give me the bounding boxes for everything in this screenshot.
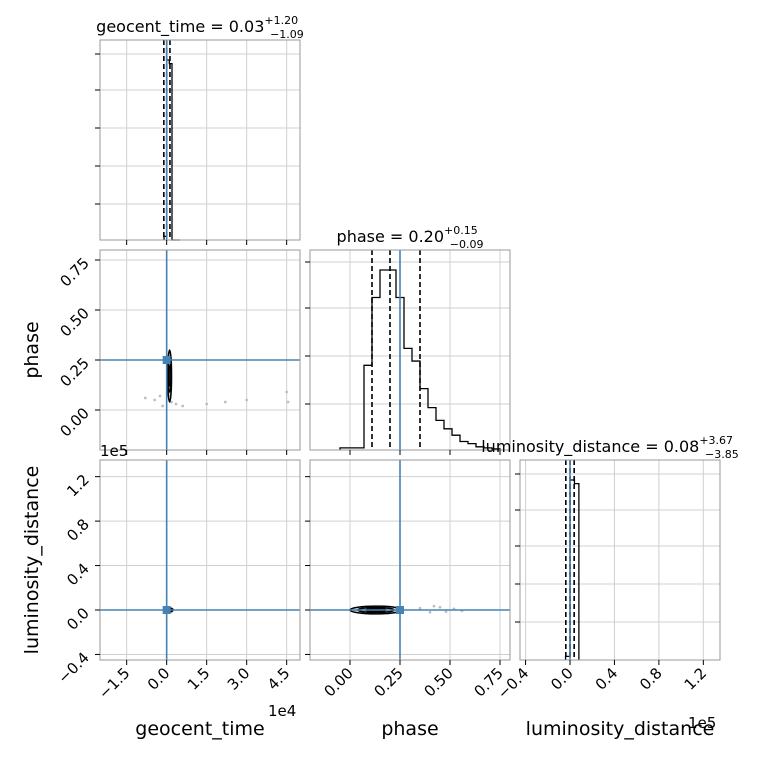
xtick-label-luminosity_distance-3: 0.8: [636, 664, 666, 694]
xtick-label-phase-1: 0.25: [370, 664, 406, 700]
sample-point-1: [153, 398, 157, 402]
xtick-label-luminosity_distance-1: 0.0: [547, 664, 577, 694]
sample-point-0: [143, 396, 147, 400]
panel-geocent-time-hist: geocent_time = 0.03+1.20 −1.09: [96, 14, 304, 241]
sample-point-8: [223, 400, 227, 404]
sample-point-2: [438, 605, 442, 609]
sample-point-3: [161, 404, 165, 408]
sample-point-10: [285, 390, 289, 394]
scatter-ld-vs-geocent-time: [100, 460, 300, 660]
ytick-label-phase-0: 0.00: [56, 404, 92, 440]
grid-geocent-time-hist: [100, 40, 300, 240]
hist-geocent-time: [163, 40, 180, 241]
title-phase: phase = 0.20+0.15 −0.09: [337, 224, 484, 251]
ytick-label-phase-2: 0.50: [56, 304, 92, 340]
frame-ld-vs-geocent-time: [99, 459, 301, 661]
frame-phase-hist: [309, 249, 511, 451]
sample-point-4: [170, 400, 173, 404]
sample-point-2: [158, 394, 162, 398]
sample-point-6: [181, 404, 185, 408]
ytick-label-luminosity_distance-2: 0.4: [63, 560, 93, 590]
truth-marker: [162, 356, 171, 364]
frame-phase-vs-geocent-time: [99, 249, 301, 451]
ytick-label-phase-1: 0.25: [56, 354, 92, 390]
ytick-label-luminosity_distance-3: 0.8: [63, 515, 93, 545]
xtick-label-luminosity_distance-2: 0.4: [592, 664, 622, 694]
sample-point-0: [418, 606, 422, 610]
truth-marker: [162, 606, 171, 614]
panel-phase-vs-geocent-time: [99, 249, 301, 451]
sample-point-5: [174, 402, 178, 406]
plot-area-luminosity_distance_vs_phase: [310, 460, 510, 660]
xtick-label-geocent_time-2: 1.5: [184, 664, 214, 694]
offset-geocent-time: 1e4: [268, 702, 296, 720]
offset-luminosity-distance-y: 1e5: [100, 442, 128, 460]
scatter-ld-vs-phase: [310, 460, 510, 660]
grid-ld-vs-geocent-time: [100, 460, 300, 660]
offset-luminosity-distance-x: 1e5: [688, 714, 716, 732]
panel-ld-vs-geocent-time: [99, 459, 301, 661]
sample-point-1: [428, 610, 432, 614]
grid-phase-hist: [310, 250, 510, 450]
title-geocent-time: geocent_time = 0.03+1.20 −1.09: [96, 14, 304, 41]
sample-point-9: [245, 398, 249, 402]
grid-ld-hist: [520, 460, 720, 660]
scatter-phase-vs-geocent-time: [100, 250, 300, 450]
grid-phase-vs-geocent-time: [100, 250, 300, 450]
sample-point-3: [444, 610, 448, 614]
xtick-label-geocent_time-1: 0.0: [144, 664, 174, 694]
xtick-label-geocent_time-3: 3.0: [224, 664, 254, 694]
ylabel-phase: phase: [21, 321, 43, 378]
panel-ld-vs-phase: [309, 459, 511, 661]
sample-point-11: [286, 400, 290, 404]
grid-ld-vs-phase: [310, 460, 510, 660]
frame-ld-vs-phase: [309, 459, 511, 661]
frame-ld-hist: [519, 459, 721, 661]
ylabel-luminosity-distance: luminosity_distance: [21, 466, 43, 655]
panel-ld-hist: luminosity_distance = 0.08+3.67 −3.85: [481, 434, 739, 661]
plot-area-luminosity_distance_vs_geocent_time: [100, 460, 300, 660]
hist-outline-luminosity_distance: [564, 479, 580, 660]
truth-marker: [396, 606, 404, 614]
frame-geocent-time-hist: [99, 39, 301, 241]
xtick-label-phase-0: 0.00: [320, 664, 356, 700]
hist-luminosity-distance: [564, 460, 580, 660]
xtick-label-geocent_time-0: −1.5: [95, 664, 133, 702]
title-luminosity-distance: luminosity_distance = 0.08+3.67 −3.85: [481, 434, 739, 461]
plot-area-phase_vs_geocent_time: [100, 250, 300, 450]
xlabel-luminosity-distance: luminosity_distance: [526, 718, 715, 740]
xtick-label-luminosity_distance-4: 1.2: [681, 664, 711, 694]
ytick-label-luminosity_distance-4: 1.2: [63, 471, 93, 501]
tick-marks: −1.5 0.0 1.5 3.0 4.5 0.00 0.25 0.50 0.75−0.4 0.0 0…: [54, 53, 711, 703]
ytick-label-luminosity_distance-0: −0.4: [54, 649, 92, 687]
xtick-label-geocent_time-4: 4.5: [264, 664, 294, 694]
sample-point-6: [432, 604, 436, 608]
hist-phase: [339, 250, 501, 450]
panel-phase-hist: phase = 0.20+0.15 −0.09: [309, 224, 511, 451]
sample-point-7: [205, 402, 209, 406]
xlabel-geocent-time: geocent_time: [135, 718, 264, 740]
ytick-label-luminosity_distance-1: 0.0: [63, 604, 93, 634]
contour-level-2: [167, 365, 172, 387]
xtick-label-phase-2: 0.50: [420, 664, 456, 700]
xlabel-phase: phase: [381, 718, 438, 740]
ytick-label-phase-3: 0.75: [56, 254, 92, 290]
